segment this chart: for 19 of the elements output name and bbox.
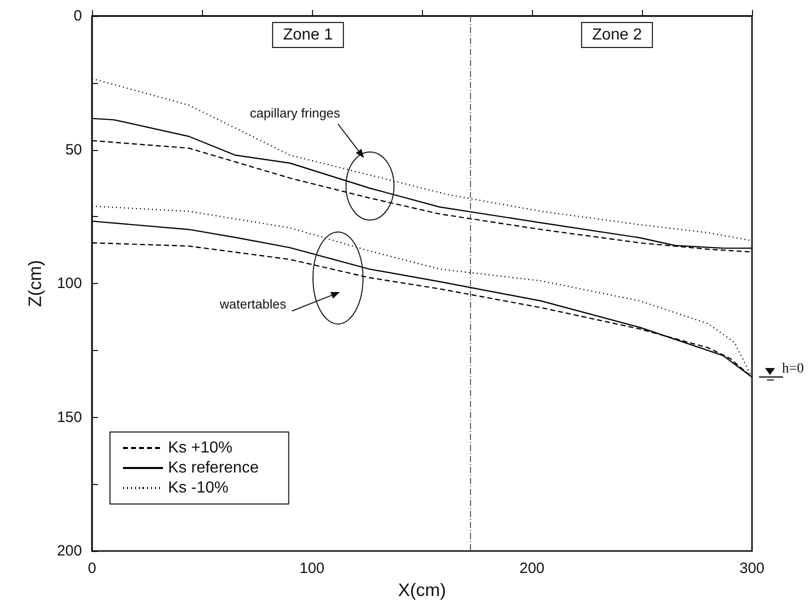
y-tick-label: 150 [56,408,82,426]
legend-label: Ks +10% [168,440,232,456]
y-tick-label: 0 [74,8,82,24]
legend-label: Ks reference [168,460,259,476]
y-tick-label: 100 [56,275,82,292]
x-axis-title: X(cm) [398,580,446,600]
x-tick-label: 200 [519,560,545,577]
x-tick-label: 0 [88,560,96,577]
annotation: capillary fringes [250,106,341,120]
annotation: watertables [218,296,287,312]
legend-label: Ks -10% [168,480,228,496]
annotation: Zone 2 [592,26,642,44]
annotation: Zone 1 [283,26,334,44]
y-tick-label: 50 [65,141,82,158]
y-tick-label: 200 [56,542,82,560]
annotation: h=0 [782,362,804,377]
y-axis-title: Z(cm) [25,260,45,307]
x-tick-label: 300 [739,560,765,577]
x-tick-label: 100 [299,560,325,577]
